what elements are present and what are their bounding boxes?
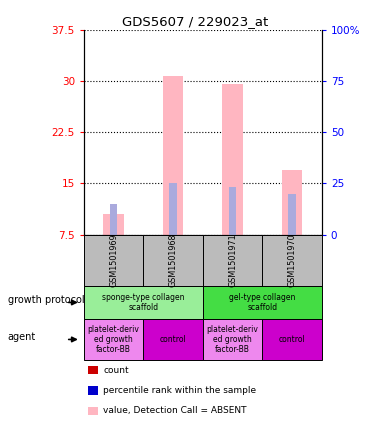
Text: gel-type collagen
scaffold: gel-type collagen scaffold (229, 293, 296, 312)
Text: sponge-type collagen
scaffold: sponge-type collagen scaffold (102, 293, 184, 312)
Text: GSM1501969: GSM1501969 (109, 233, 118, 287)
Bar (170, 183, 177, 235)
Text: GSM1501968: GSM1501968 (168, 233, 177, 287)
Bar (289, 194, 296, 235)
Text: GSM1501970: GSM1501970 (287, 233, 296, 287)
Bar (282, 170, 302, 235)
Bar (163, 76, 183, 235)
Text: GSM1501971: GSM1501971 (228, 233, 237, 287)
Text: platelet-deriv
ed growth
factor-BB: platelet-deriv ed growth factor-BB (88, 324, 140, 354)
Text: value, Detection Call = ABSENT: value, Detection Call = ABSENT (103, 406, 247, 415)
Text: control: control (278, 335, 305, 344)
Text: GDS5607 / 229023_at: GDS5607 / 229023_at (122, 15, 268, 28)
Text: control: control (160, 335, 186, 344)
Text: agent: agent (8, 332, 36, 342)
Bar (110, 204, 117, 235)
Text: count: count (103, 365, 129, 375)
Bar (103, 214, 124, 235)
Text: percentile rank within the sample: percentile rank within the sample (103, 386, 257, 395)
Text: growth protocol: growth protocol (8, 295, 84, 305)
Bar (222, 84, 243, 235)
Bar (229, 187, 236, 235)
Text: platelet-deriv
ed growth
factor-BB: platelet-deriv ed growth factor-BB (207, 324, 259, 354)
